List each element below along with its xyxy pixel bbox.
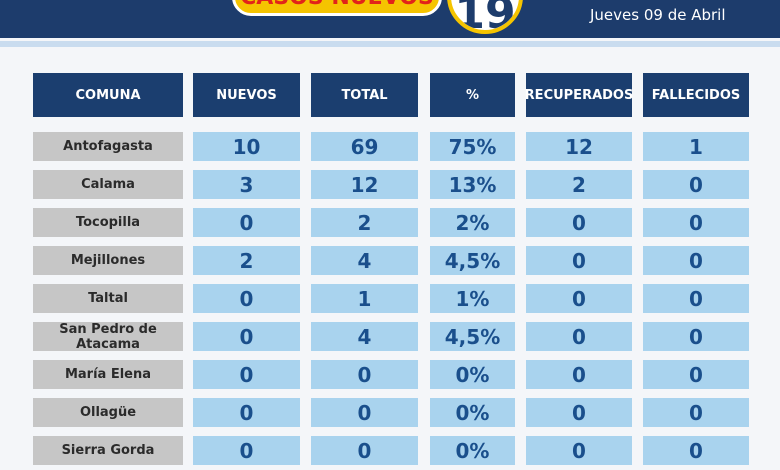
- row-label: San Pedro de Atacama: [33, 322, 183, 352]
- table-cell: 2: [311, 208, 418, 237]
- table-cell: 0: [526, 322, 632, 351]
- row-label: Sierra Gorda: [33, 436, 183, 465]
- table-cell: 0: [526, 246, 632, 275]
- table-cell: 2: [193, 246, 300, 275]
- table-cell: 0: [193, 360, 300, 389]
- table-cell: 10: [193, 132, 300, 161]
- header-stripe: [0, 41, 780, 47]
- table-cell: 1: [311, 284, 418, 313]
- column-header: FALLECIDOS: [643, 73, 749, 117]
- table-cell: 0: [643, 436, 749, 465]
- table-cell: 12: [526, 132, 632, 161]
- date: Jueves 09 de Abril: [590, 6, 726, 24]
- row-label: Taltal: [33, 284, 183, 313]
- column-header: %: [430, 73, 515, 117]
- table-cell: 0: [526, 436, 632, 465]
- table-cell: 1%: [430, 284, 515, 313]
- table-cell: 0%: [430, 360, 515, 389]
- table-cell: 0: [193, 398, 300, 427]
- table-cell: 0: [643, 398, 749, 427]
- table-cell: 0: [643, 170, 749, 199]
- table-cell: 0: [311, 436, 418, 465]
- table-cell: 0: [526, 284, 632, 313]
- table-cell: 0%: [430, 436, 515, 465]
- badge-label: CASOS NUEVOS: [232, 0, 442, 16]
- table-cell: 0: [526, 360, 632, 389]
- table-cell: 0: [526, 208, 632, 237]
- table-cell: 13%: [430, 170, 515, 199]
- table-cell: 69: [311, 132, 418, 161]
- table-cell: 0: [193, 284, 300, 313]
- table-cell: 4,5%: [430, 246, 515, 275]
- table-cell: 4: [311, 322, 418, 351]
- column-header: COMUNA: [33, 73, 183, 117]
- column-header: RECUPERADOS: [525, 73, 633, 117]
- table-cell: 0: [526, 398, 632, 427]
- table-cell: 0: [643, 246, 749, 275]
- table-cell: 0: [643, 208, 749, 237]
- table-cell: 0: [643, 360, 749, 389]
- row-label: María Elena: [33, 360, 183, 389]
- table-cell: 4: [311, 246, 418, 275]
- row-label: Ollagüe: [33, 398, 183, 427]
- table-cell: 4,5%: [430, 322, 515, 351]
- table-cell: 2%: [430, 208, 515, 237]
- row-label: Tocopilla: [33, 208, 183, 237]
- table-cell: 12: [311, 170, 418, 199]
- row-label: Calama: [33, 170, 183, 199]
- table-cell: 0: [643, 284, 749, 313]
- table-cell: 0%: [430, 398, 515, 427]
- table-cell: 0: [193, 322, 300, 351]
- table-cell: 75%: [430, 132, 515, 161]
- column-header: NUEVOS: [193, 73, 300, 117]
- table-cell: 1: [643, 132, 749, 161]
- badge-number: 19: [447, 0, 523, 34]
- table-cell: 2: [526, 170, 632, 199]
- table-cell: 0: [311, 398, 418, 427]
- row-label: Mejillones: [33, 246, 183, 275]
- table-cell: 0: [193, 208, 300, 237]
- table-cell: 0: [193, 436, 300, 465]
- table-cell: 3: [193, 170, 300, 199]
- table-cell: 0: [311, 360, 418, 389]
- row-label: Antofagasta: [33, 132, 183, 161]
- column-header: TOTAL: [311, 73, 418, 117]
- table-cell: 0: [643, 322, 749, 351]
